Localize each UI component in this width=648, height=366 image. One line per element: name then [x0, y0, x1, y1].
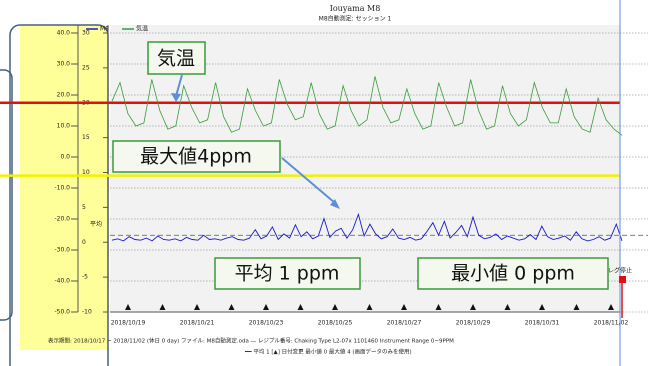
date-change-marker — [194, 304, 200, 310]
x-tick-label: 2018/10/21 — [180, 320, 215, 327]
arrow-head — [330, 199, 340, 209]
series-line — [111, 212, 623, 242]
date-change-marker — [159, 304, 166, 310]
y-tick-label: 0.0 — [60, 154, 70, 161]
arrow — [281, 157, 336, 204]
axis-highlight — [20, 25, 108, 350]
y2-tick-label: -5 — [82, 274, 88, 281]
y-tick-label: 30.0 — [57, 61, 71, 68]
date-change-marker — [435, 304, 442, 310]
x-tick-label: 2018/11/02 — [594, 320, 629, 327]
date-change-marker — [366, 304, 373, 310]
y-tick-label: -30.0 — [54, 247, 70, 254]
annotation-box — [417, 257, 609, 290]
x-tick-label: 2018/10/23 — [249, 320, 284, 327]
date-change-marker — [263, 304, 269, 310]
annotation-box — [112, 140, 281, 173]
chart-subtitle: M8自動測定: セッション 1 — [319, 15, 392, 23]
y-tick-label: 10.0 — [57, 123, 71, 130]
annotation: 最大値4ppm — [140, 146, 252, 168]
x-tick-label: 2018/10/19 — [111, 320, 146, 327]
x-tick-label: 2018/10/27 — [387, 320, 422, 327]
x-tick-label: 2018/10/31 — [525, 320, 560, 327]
date-change-marker — [228, 304, 235, 310]
y2-tick-label: -10 — [82, 309, 92, 316]
date-change-marker — [504, 304, 511, 310]
footer-line: ━━ 平均 1 [▲] 日付変更 最小値 0 最大値 4 (画面データのみを使用… — [244, 348, 412, 356]
side-box — [0, 69, 13, 321]
y2-tick-label: 30 — [82, 30, 90, 37]
y-tick-label: -20.0 — [54, 216, 70, 223]
y2-tick-label: 5 — [82, 204, 86, 211]
legend-label: 気温 — [136, 25, 148, 33]
x-tick-label: 2018/10/29 — [456, 320, 491, 327]
arrow-head — [171, 93, 181, 102]
annotation: 気温 — [157, 48, 195, 70]
y-tick-label: 40.0 — [57, 30, 71, 37]
annotation-box — [214, 257, 361, 290]
footer-line: 表示期間: 2018/10/17 ~ 2018/11/02 (休日 0 day)… — [48, 337, 454, 345]
date-change-marker — [401, 304, 407, 310]
stop-square — [619, 276, 626, 283]
y2-tick-label: 0 — [82, 239, 86, 246]
stop-label: レグ停止 — [608, 267, 632, 275]
annotation-box — [147, 41, 206, 75]
y-tick-label: 20.0 — [57, 92, 71, 99]
date-change-marker — [573, 304, 580, 310]
date-change-marker — [125, 304, 131, 310]
legend-label: M8 — [100, 26, 109, 33]
y2-tick-label: 10 — [82, 169, 90, 176]
x-tick-label: 2018/10/25 — [318, 320, 353, 327]
y-tick-label: -10.0 — [54, 185, 70, 192]
date-change-marker — [332, 304, 338, 310]
y-tick-label: -40.0 — [54, 278, 70, 285]
annotation: 平均 1 ppm — [235, 263, 340, 285]
mean-label: 平均 — [90, 220, 102, 228]
date-change-marker — [297, 304, 304, 310]
chart-title: Iouyama M8 — [330, 4, 381, 13]
date-change-marker — [470, 304, 476, 310]
y2-tick-label: 15 — [82, 134, 90, 141]
series-line — [111, 76, 623, 136]
date-change-marker — [608, 304, 614, 310]
date-change-marker — [539, 304, 545, 310]
plot-layer: 40.0 30.0 20.0 10.0 0.0 -10.0 -20.0 -30.0 -40.0 -… — [0, 25, 648, 327]
annotation: 最小値 0 ppm — [451, 263, 575, 285]
y-tick-label: -50.0 — [54, 309, 70, 316]
arrow — [175, 74, 183, 97]
y2-tick-label: 25 — [82, 64, 90, 71]
